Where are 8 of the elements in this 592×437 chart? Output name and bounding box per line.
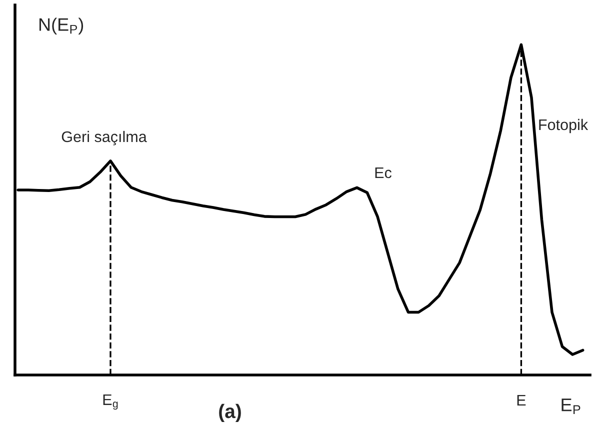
x-tick-label: E$_{g}$ bbox=[103, 394, 118, 410]
y-axis-title: N(E$_{P}$) bbox=[39, 18, 84, 35]
x-tick-label: E bbox=[517, 395, 526, 406]
annotation: Geri saçılma bbox=[62, 130, 147, 146]
annotation: Ec bbox=[375, 167, 392, 178]
text: (a) bbox=[219, 404, 241, 422]
x-axis-title: E$_{P}$ bbox=[562, 398, 580, 414]
annotation: Fotopik bbox=[539, 118, 588, 134]
